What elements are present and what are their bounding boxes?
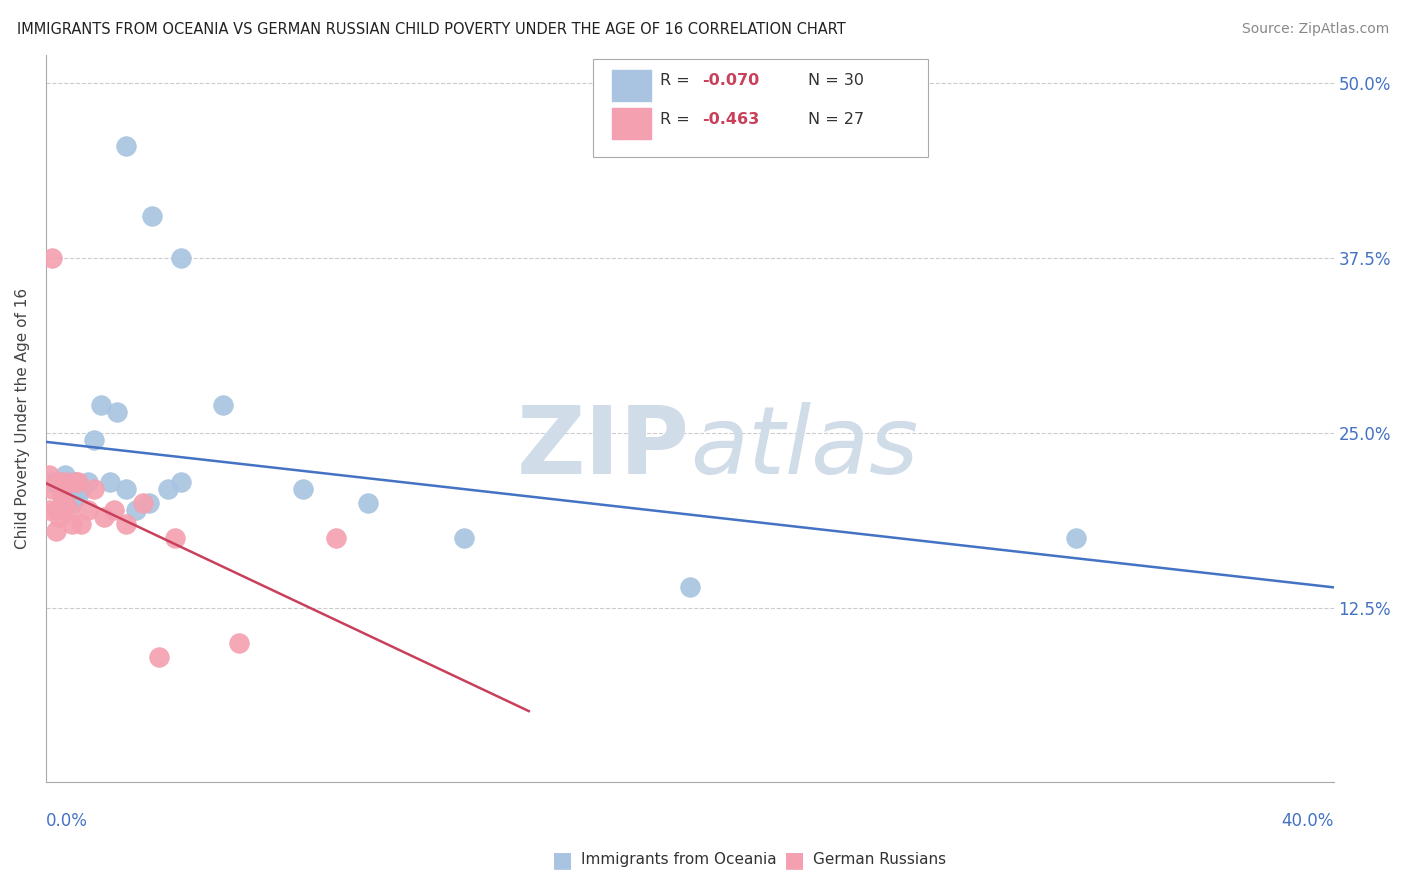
Text: Immigrants from Oceania: Immigrants from Oceania bbox=[581, 853, 776, 867]
Point bbox=[83, 433, 105, 447]
Point bbox=[170, 251, 193, 265]
Point bbox=[115, 482, 138, 496]
Point bbox=[679, 580, 702, 594]
Point bbox=[45, 524, 67, 538]
Point bbox=[98, 475, 121, 489]
Point bbox=[60, 496, 83, 510]
Point bbox=[53, 475, 76, 489]
Point bbox=[41, 482, 63, 496]
Point bbox=[125, 502, 148, 516]
Point bbox=[115, 139, 138, 153]
Point bbox=[63, 475, 86, 489]
Point bbox=[67, 489, 90, 503]
Point bbox=[53, 496, 76, 510]
Text: ■: ■ bbox=[785, 850, 804, 870]
Point bbox=[105, 405, 128, 419]
Point bbox=[58, 475, 80, 489]
Point bbox=[292, 482, 315, 496]
Point bbox=[51, 496, 73, 510]
Y-axis label: Child Poverty Under the Age of 16: Child Poverty Under the Age of 16 bbox=[15, 288, 30, 549]
Point bbox=[115, 516, 138, 531]
Point bbox=[51, 502, 73, 516]
Point bbox=[48, 509, 70, 524]
Text: N = 30: N = 30 bbox=[808, 73, 865, 88]
Point bbox=[38, 502, 60, 516]
Point bbox=[163, 531, 186, 545]
Point bbox=[157, 482, 180, 496]
Point bbox=[90, 398, 112, 412]
Point bbox=[58, 502, 80, 516]
Point bbox=[1064, 531, 1087, 545]
Point bbox=[93, 509, 115, 524]
Point bbox=[70, 482, 93, 496]
Point bbox=[45, 502, 67, 516]
Point bbox=[41, 251, 63, 265]
Point bbox=[53, 467, 76, 482]
Point bbox=[51, 489, 73, 503]
FancyBboxPatch shape bbox=[613, 70, 651, 101]
Point bbox=[48, 475, 70, 489]
Text: atlas: atlas bbox=[690, 402, 918, 493]
Point bbox=[103, 502, 125, 516]
Point bbox=[60, 516, 83, 531]
Point bbox=[141, 209, 163, 223]
Text: 0.0%: 0.0% bbox=[46, 812, 87, 830]
Point bbox=[170, 475, 193, 489]
Point bbox=[83, 482, 105, 496]
Point bbox=[212, 398, 235, 412]
Text: ■: ■ bbox=[553, 850, 572, 870]
Point bbox=[45, 475, 67, 489]
FancyBboxPatch shape bbox=[613, 108, 651, 139]
Point bbox=[63, 475, 86, 489]
Point bbox=[228, 635, 250, 649]
Point bbox=[38, 467, 60, 482]
Text: 40.0%: 40.0% bbox=[1281, 812, 1333, 830]
Point bbox=[67, 475, 90, 489]
Point bbox=[138, 496, 160, 510]
Point bbox=[53, 482, 76, 496]
Text: -0.070: -0.070 bbox=[703, 73, 759, 88]
Point bbox=[148, 649, 170, 664]
Text: N = 27: N = 27 bbox=[808, 112, 865, 127]
Point bbox=[131, 496, 153, 510]
Point bbox=[48, 475, 70, 489]
Text: IMMIGRANTS FROM OCEANIA VS GERMAN RUSSIAN CHILD POVERTY UNDER THE AGE OF 16 CORR: IMMIGRANTS FROM OCEANIA VS GERMAN RUSSIA… bbox=[17, 22, 845, 37]
Text: -0.463: -0.463 bbox=[703, 112, 759, 127]
Text: Source: ZipAtlas.com: Source: ZipAtlas.com bbox=[1241, 22, 1389, 37]
Point bbox=[70, 516, 93, 531]
Point bbox=[325, 531, 347, 545]
FancyBboxPatch shape bbox=[593, 59, 928, 157]
Point bbox=[76, 502, 98, 516]
Point bbox=[453, 531, 475, 545]
Point bbox=[76, 475, 98, 489]
Point bbox=[41, 475, 63, 489]
Text: R =: R = bbox=[661, 112, 695, 127]
Text: German Russians: German Russians bbox=[813, 853, 946, 867]
Point bbox=[357, 496, 380, 510]
Text: ZIP: ZIP bbox=[517, 402, 690, 494]
Text: R =: R = bbox=[661, 73, 695, 88]
